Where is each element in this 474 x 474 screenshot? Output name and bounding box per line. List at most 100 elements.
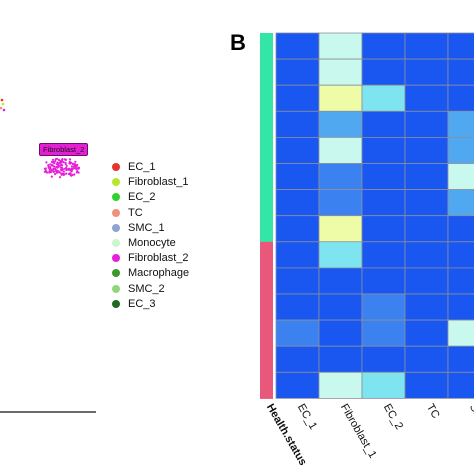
legend-label: SMC_1 bbox=[128, 221, 165, 234]
annotation-cell bbox=[260, 111, 273, 138]
scatter-point bbox=[70, 165, 73, 168]
scatter-point bbox=[47, 164, 50, 167]
scatter-point bbox=[45, 161, 48, 164]
scatter-point bbox=[61, 158, 64, 161]
scatter-point bbox=[62, 161, 65, 164]
scatter-point bbox=[63, 167, 66, 170]
legend-label: TC bbox=[128, 206, 143, 219]
scatter-point bbox=[50, 160, 54, 163]
heatmap-cell bbox=[361, 163, 406, 191]
legend-item: TC bbox=[112, 206, 143, 220]
scatter-point bbox=[48, 170, 51, 173]
annotation-cell bbox=[260, 320, 273, 347]
scatter-point bbox=[60, 166, 64, 169]
legend-label: Monocyte bbox=[128, 237, 176, 249]
scatter-point bbox=[51, 164, 54, 167]
heatmap-cell bbox=[275, 215, 320, 243]
heatmap-panel: B Health.status EC_1 Fibroblast_1 EC_2 TC SM bbox=[225, 0, 474, 474]
heatmap-cell bbox=[404, 84, 449, 112]
scatter-point bbox=[65, 164, 68, 167]
legend-label: EC_1 bbox=[128, 161, 156, 173]
scatter-point bbox=[75, 165, 78, 168]
scatter-point bbox=[59, 160, 62, 163]
scatter-point bbox=[54, 172, 57, 176]
scatter-point bbox=[52, 169, 55, 172]
legend-dot-icon bbox=[112, 269, 120, 278]
heatmap-cell bbox=[275, 32, 320, 60]
umap-panel: Fibroblast_2 EC_1 Fibroblast_1 EC_2 TC SMC_1… bbox=[0, 0, 230, 474]
annotation-cell bbox=[260, 189, 273, 217]
heatmap-cell bbox=[318, 215, 363, 243]
panel-letter: B bbox=[230, 30, 246, 55]
heatmap-cell bbox=[404, 58, 449, 86]
heatmap-cell bbox=[361, 58, 406, 86]
heatmap-cell bbox=[361, 215, 406, 243]
scatter-point bbox=[55, 171, 58, 174]
scatter-point bbox=[74, 160, 77, 163]
column-label: Fibroblast_1 bbox=[338, 402, 379, 460]
heatmap-cell bbox=[447, 189, 474, 217]
scatter-point bbox=[54, 167, 57, 170]
heatmap-cell bbox=[361, 110, 406, 138]
scatter-point bbox=[0, 106, 3, 110]
scatter-point bbox=[53, 162, 56, 165]
legend-label: SMC_2 bbox=[128, 282, 165, 295]
column-label: SM bbox=[467, 402, 474, 422]
heatmap-cell bbox=[404, 267, 449, 295]
heatmap-cell bbox=[447, 241, 474, 269]
scatter-point bbox=[57, 164, 60, 167]
legend-dot-icon bbox=[112, 299, 120, 308]
scatter-point bbox=[49, 163, 52, 166]
scatter-point bbox=[46, 171, 49, 174]
scatter-point bbox=[67, 172, 71, 176]
heatmap-cell bbox=[318, 58, 363, 86]
scatter-point bbox=[58, 176, 62, 179]
heatmap-cell bbox=[275, 345, 320, 373]
legend-label: Fibroblast_1 bbox=[128, 176, 189, 189]
heatmap-cell bbox=[404, 136, 449, 164]
scatter-point bbox=[48, 167, 52, 170]
scatter-point bbox=[55, 166, 58, 169]
column-label: EC_1 bbox=[295, 402, 319, 432]
heatmap-cell bbox=[361, 293, 406, 321]
scatter-point bbox=[56, 157, 59, 160]
scatter-point bbox=[76, 170, 79, 173]
heatmap-cell bbox=[275, 267, 320, 295]
heatmap-cell bbox=[447, 32, 474, 60]
annotation-cell bbox=[260, 294, 273, 321]
scatter-point bbox=[63, 158, 66, 161]
heatmap-cell bbox=[361, 345, 406, 373]
scatter-point bbox=[61, 169, 64, 172]
heatmap-cell bbox=[318, 293, 363, 321]
legend-label: EC_3 bbox=[128, 297, 156, 310]
legend-item: Macrophage bbox=[112, 266, 189, 280]
heatmap-cell bbox=[275, 163, 320, 191]
column-label: EC_2 bbox=[381, 402, 405, 432]
heatmap-cell bbox=[404, 241, 449, 269]
heatmap-cell bbox=[447, 345, 474, 373]
annotation-cell bbox=[260, 346, 273, 373]
heatmap-cell bbox=[361, 319, 406, 347]
heatmap-cell bbox=[447, 267, 474, 295]
legend-item: Fibroblast_2 bbox=[112, 251, 189, 265]
heatmap-cell bbox=[404, 371, 449, 399]
legend-label: Macrophage bbox=[128, 267, 190, 280]
heatmap-cell bbox=[318, 136, 363, 164]
annotation-cell bbox=[260, 372, 273, 399]
annotation-cell bbox=[260, 163, 273, 191]
scatter-point bbox=[77, 171, 80, 174]
scatter-point bbox=[68, 168, 71, 171]
scatter-point bbox=[65, 166, 68, 169]
legend-item: EC_3 bbox=[112, 297, 156, 311]
legend-item: EC_1 bbox=[112, 160, 156, 174]
heatmap-cell bbox=[404, 345, 449, 373]
heatmap-cell bbox=[318, 241, 363, 269]
heatmap-cell bbox=[275, 58, 320, 86]
heatmap-cell bbox=[404, 163, 449, 191]
heatmap-cell bbox=[275, 293, 320, 321]
legend-item: EC_2 bbox=[112, 190, 156, 204]
heatmap-cell bbox=[318, 84, 363, 112]
heatmap-cell bbox=[447, 293, 474, 321]
annotation-cell bbox=[260, 59, 273, 86]
heatmap-cell bbox=[318, 371, 363, 399]
